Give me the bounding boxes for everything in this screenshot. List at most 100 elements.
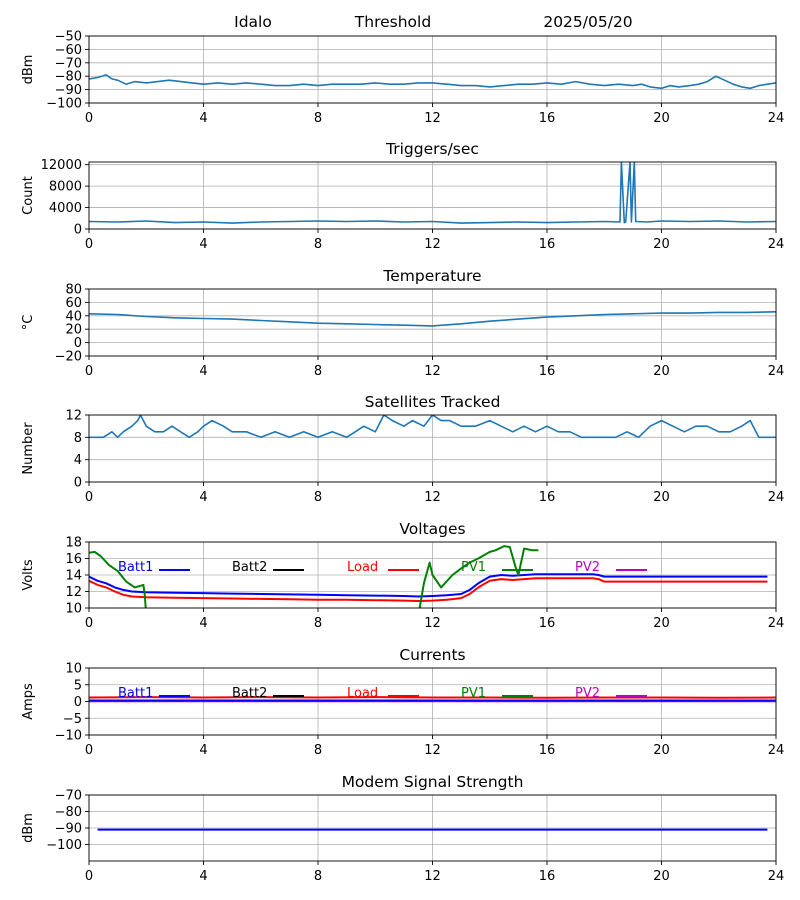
x-tick-label: 8 bbox=[314, 111, 322, 126]
x-tick-label: 4 bbox=[199, 490, 207, 505]
y-tick-label: 8 bbox=[74, 431, 82, 446]
panel-7: 0 4 8 12 16 20 24 −100−90 −80−70 Modem Signal Str… bbox=[21, 773, 784, 884]
y-tick-label: 20 bbox=[65, 323, 82, 338]
x-tick-label: 20 bbox=[653, 869, 670, 884]
x-tick-label: 24 bbox=[768, 616, 785, 631]
x-tick-label: 0 bbox=[85, 111, 93, 126]
x-tick-label: 16 bbox=[539, 237, 556, 252]
x-tick-label: 12 bbox=[424, 364, 441, 379]
x-tick-label: 16 bbox=[539, 616, 556, 631]
series-line-1 bbox=[89, 74, 776, 90]
x-tick-label: 16 bbox=[539, 743, 556, 758]
plot-frame bbox=[88, 667, 777, 736]
x-tick-label: 16 bbox=[539, 364, 556, 379]
y-tick-label: 0 bbox=[74, 336, 82, 351]
x-tick-label: 12 bbox=[424, 616, 441, 631]
plot-frame bbox=[88, 288, 777, 357]
plot-frame bbox=[88, 794, 777, 862]
series-group bbox=[89, 311, 776, 327]
x-tick-label: 12 bbox=[424, 490, 441, 505]
y-axis-label: Amps bbox=[21, 683, 36, 720]
x-tick-label: 20 bbox=[653, 237, 670, 252]
y-axis-label: dBm bbox=[21, 813, 36, 843]
x-tick-label: 24 bbox=[768, 364, 785, 379]
y-tick-label: 16 bbox=[65, 552, 82, 567]
y-axis-label: dBm bbox=[21, 55, 36, 85]
plot-frame bbox=[88, 35, 777, 104]
y-axis-label: Count bbox=[21, 176, 36, 215]
legend-label-batt2: Batt2 bbox=[232, 560, 267, 575]
station-label: Idalo bbox=[234, 13, 272, 31]
x-tick-label: 24 bbox=[768, 869, 785, 884]
x-tick-label: 16 bbox=[539, 490, 556, 505]
x-tick-label: 4 bbox=[199, 616, 207, 631]
y-tick-label: 0 bbox=[74, 223, 82, 238]
y-tick-label: −20 bbox=[55, 350, 82, 365]
y-tick-label: −70 bbox=[55, 56, 82, 71]
date-label: 2025/05/20 bbox=[543, 13, 632, 31]
y-tick-label: 40 bbox=[65, 309, 82, 324]
x-tick-label: 12 bbox=[424, 237, 441, 252]
y-tick-label: −10 bbox=[55, 729, 82, 744]
panel-title: Currents bbox=[399, 646, 465, 664]
x-tick-label: 16 bbox=[539, 869, 556, 884]
y-tick-label: −90 bbox=[55, 822, 82, 837]
y-tick-label: 60 bbox=[65, 296, 82, 311]
y-tick-label: 8000 bbox=[49, 180, 82, 195]
y-tick-label: −90 bbox=[55, 83, 82, 98]
series-group bbox=[89, 415, 776, 439]
x-tick-label: 12 bbox=[424, 743, 441, 758]
y-axis-label: °C bbox=[21, 315, 36, 331]
x-tick-label: 24 bbox=[768, 111, 785, 126]
mode-label: Threshold bbox=[354, 13, 431, 31]
x-tick-label: 24 bbox=[768, 237, 785, 252]
x-tick-label: 8 bbox=[314, 490, 322, 505]
y-tick-label: 12 bbox=[65, 585, 82, 600]
y-tick-label: −100 bbox=[46, 97, 82, 112]
legend-label-batt1: Batt1 bbox=[118, 686, 153, 701]
legend-label-pv2: PV2 bbox=[575, 560, 600, 575]
x-tick-label: 8 bbox=[314, 237, 322, 252]
panel-2: 0 4 8 12 16 20 24 0 4000 8000 12000 Triggers/sec Cou… bbox=[21, 140, 784, 252]
x-tick-label: 20 bbox=[653, 743, 670, 758]
x-tick-label: 8 bbox=[314, 616, 322, 631]
legend-label-pv2: PV2 bbox=[575, 686, 600, 701]
y-tick-label: −70 bbox=[55, 789, 82, 804]
series-group bbox=[89, 545, 768, 608]
y-tick-label: 5 bbox=[74, 678, 82, 693]
plot-frame bbox=[88, 414, 777, 483]
x-tick-label: 0 bbox=[85, 490, 93, 505]
panel-title: Satellites Tracked bbox=[365, 393, 501, 411]
series-line-1 bbox=[89, 415, 776, 439]
panel-title: Voltages bbox=[399, 520, 465, 538]
x-tick-label: 0 bbox=[85, 237, 93, 252]
panel-title: Triggers/sec bbox=[385, 140, 479, 158]
series-line-load bbox=[89, 696, 776, 699]
x-tick-label: 20 bbox=[653, 111, 670, 126]
y-tick-label: 12 bbox=[65, 409, 82, 424]
x-tick-label: 12 bbox=[424, 111, 441, 126]
legend-label-batt1: Batt1 bbox=[118, 560, 153, 575]
panel-title: Modem Signal Strength bbox=[342, 773, 524, 791]
y-tick-label: 10 bbox=[65, 662, 82, 677]
y-tick-label: −80 bbox=[55, 70, 82, 85]
y-tick-label: 0 bbox=[74, 476, 82, 491]
y-tick-label: 10 bbox=[65, 602, 82, 617]
x-tick-label: 4 bbox=[199, 111, 207, 126]
series-group bbox=[89, 696, 776, 703]
series-line-1 bbox=[89, 162, 776, 224]
x-tick-label: 0 bbox=[85, 869, 93, 884]
y-tick-label: 14 bbox=[65, 569, 82, 584]
x-tick-label: 8 bbox=[314, 364, 322, 379]
x-tick-label: 8 bbox=[314, 869, 322, 884]
x-tick-label: 20 bbox=[653, 616, 670, 631]
x-tick-label: 24 bbox=[768, 743, 785, 758]
y-tick-label: 4000 bbox=[49, 201, 82, 216]
legend-label-pv1: PV1 bbox=[461, 686, 486, 701]
panel-1: 0 4 8 12 16 20 24 −100−90−80−70−60−50 dBm bbox=[21, 30, 784, 127]
series-line-pv1 bbox=[89, 545, 539, 608]
x-tick-label: 4 bbox=[199, 364, 207, 379]
